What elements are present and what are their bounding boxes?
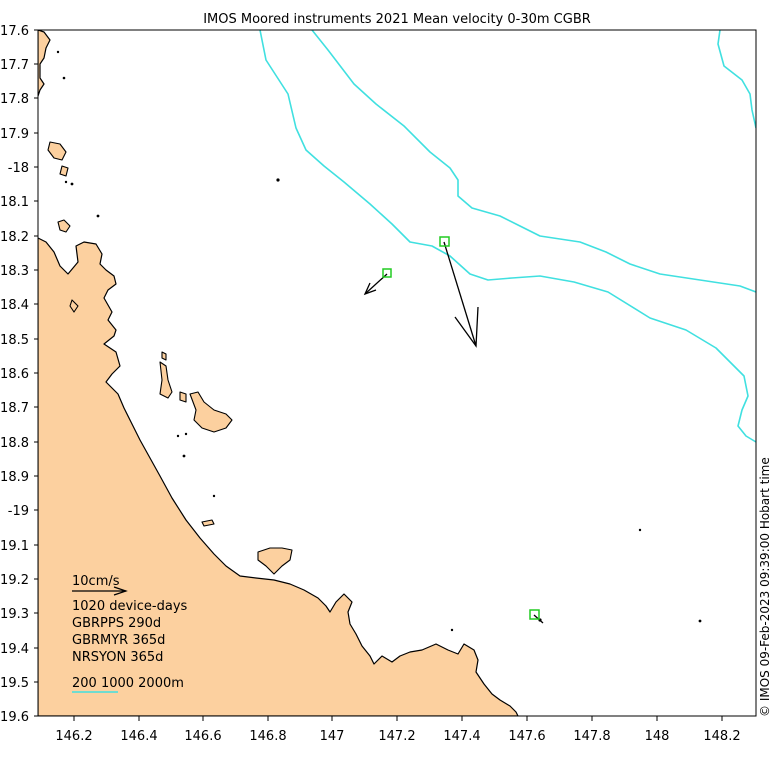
y-tick: 18.9 <box>0 470 38 485</box>
svg-text:18.1: 18.1 <box>0 195 29 210</box>
y-tick: 17.8 <box>0 92 38 107</box>
svg-text:17.8: 17.8 <box>0 92 29 107</box>
x-tick: 147 <box>320 716 345 744</box>
station-marker-nrsyon <box>529 609 540 620</box>
svg-text:18.2: 18.2 <box>0 230 29 245</box>
islands <box>47 141 293 575</box>
legend-station: GBRMYR 365d <box>72 633 165 648</box>
island <box>159 361 173 399</box>
x-tick: 147.4 <box>443 716 481 744</box>
y-tick: 19.6 <box>0 710 38 725</box>
scale-arrow <box>72 586 128 596</box>
y-tick: 18.6 <box>0 367 38 382</box>
svg-text:148.2: 148.2 <box>703 729 740 744</box>
svg-text:147.4: 147.4 <box>443 729 480 744</box>
svg-text:18.3: 18.3 <box>0 264 29 279</box>
legend: 10cm/s 1020 device-days GBRPPS 290d GBRM… <box>72 574 188 693</box>
x-tick: 146.6 <box>184 716 222 744</box>
legend-station: GBRPPS 290d <box>72 616 161 631</box>
island <box>59 165 69 177</box>
x-tick: 147.8 <box>573 716 611 744</box>
isobaths <box>259 30 756 443</box>
mainland <box>38 30 519 716</box>
svg-text:146.4: 146.4 <box>120 729 157 744</box>
x-tick: 147.6 <box>508 716 546 744</box>
legend-summary: 1020 device-days <box>72 599 188 614</box>
side-note: © IMOS 09-Feb-2023 09:39:00 Hobart time <box>758 457 772 717</box>
y-tick: -19 <box>8 504 38 519</box>
y-axis: 17.6 17.7 17.8 17.9 -18 18.1 18.2 18.3 1… <box>0 24 38 725</box>
svg-text:18.4: 18.4 <box>0 298 29 313</box>
y-tick: 17.9 <box>0 127 38 142</box>
y-tick: 17.6 <box>0 24 38 39</box>
island <box>179 391 187 403</box>
legend-isobaths-label: 200 1000 2000m <box>72 676 184 691</box>
island <box>257 547 293 575</box>
svg-text:-18: -18 <box>8 161 29 176</box>
svg-text:18.6: 18.6 <box>0 367 29 382</box>
y-tick: 18.5 <box>0 333 38 348</box>
station-markers <box>382 236 540 620</box>
y-tick: 17.7 <box>0 58 38 73</box>
svg-text:148: 148 <box>645 729 670 744</box>
map-title: IMOS Moored instruments 2021 Mean veloci… <box>203 12 591 27</box>
svg-text:17.9: 17.9 <box>0 127 29 142</box>
y-tick: 18.8 <box>0 436 38 451</box>
legend-station: NRSYON 365d <box>72 650 163 665</box>
island <box>69 299 79 313</box>
scale-arrow-label: 10cm/s <box>72 574 120 589</box>
isobath-200m <box>259 30 756 443</box>
svg-text:17.6: 17.6 <box>0 24 29 39</box>
x-axis: 146.2 146.4 146.6 146.8 147 147.2 147.4 … <box>55 716 741 744</box>
y-tick: 19.1 <box>0 539 38 554</box>
svg-text:18.5: 18.5 <box>0 333 29 348</box>
island <box>201 519 215 527</box>
island <box>47 141 67 161</box>
x-tick: 146.2 <box>55 716 93 744</box>
svg-text:146.6: 146.6 <box>184 729 221 744</box>
y-tick: 19.4 <box>0 642 38 657</box>
station-marker-gbrpps <box>382 268 392 278</box>
svg-text:147: 147 <box>320 729 345 744</box>
y-tick: 18.4 <box>0 298 38 313</box>
svg-text:18.9: 18.9 <box>0 470 29 485</box>
svg-text:19.4: 19.4 <box>0 642 29 657</box>
y-tick: 18.7 <box>0 401 38 416</box>
island <box>189 391 233 433</box>
isobath-1000m <box>311 30 756 293</box>
isobath-2000m <box>717 30 756 129</box>
x-tick: 147.2 <box>378 716 416 744</box>
svg-text:147.8: 147.8 <box>573 729 610 744</box>
svg-text:19.5: 19.5 <box>0 676 29 691</box>
x-tick: 146.4 <box>120 716 158 744</box>
y-tick: 18.1 <box>0 195 38 210</box>
svg-text:19.2: 19.2 <box>0 573 29 588</box>
svg-text:17.7: 17.7 <box>0 58 29 73</box>
station-marker-gbrmyr <box>439 236 450 247</box>
svg-text:19.3: 19.3 <box>0 607 29 622</box>
x-tick: 148.2 <box>703 716 741 744</box>
island <box>57 219 71 233</box>
svg-text:19.1: 19.1 <box>0 539 29 554</box>
svg-text:-19: -19 <box>8 504 29 519</box>
svg-text:147.2: 147.2 <box>378 729 415 744</box>
x-tick: 146.8 <box>249 716 287 744</box>
y-tick: -18 <box>8 161 38 176</box>
svg-text:146.8: 146.8 <box>249 729 286 744</box>
svg-text:146.2: 146.2 <box>55 729 92 744</box>
island <box>161 351 167 361</box>
svg-text:18.8: 18.8 <box>0 436 29 451</box>
y-tick: 19.5 <box>0 676 38 691</box>
reefs <box>56 50 702 632</box>
y-tick: 19.3 <box>0 607 38 622</box>
velocity-arrow-gbrmyr <box>443 241 479 348</box>
svg-text:147.6: 147.6 <box>508 729 545 744</box>
x-tick: 148 <box>645 716 670 744</box>
svg-text:19.6: 19.6 <box>0 710 29 725</box>
y-tick: 18.2 <box>0 230 38 245</box>
y-tick: 19.2 <box>0 573 38 588</box>
y-tick: 18.3 <box>0 264 38 279</box>
svg-text:18.7: 18.7 <box>0 401 29 416</box>
